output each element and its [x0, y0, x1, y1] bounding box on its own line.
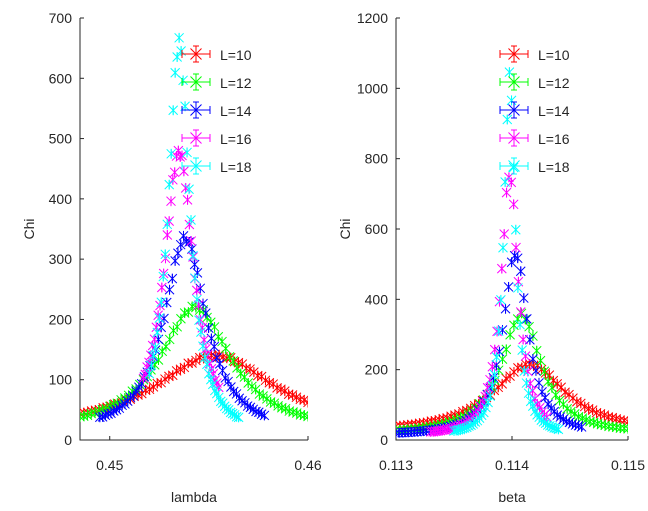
- y-tick-label: 200: [365, 362, 389, 378]
- y-tick-label: 1200: [357, 10, 388, 26]
- x-tick-label: 0.45: [96, 457, 123, 473]
- legend-label: L=18: [220, 159, 252, 175]
- y-tick-label: 700: [49, 10, 73, 26]
- legend-marker-5: [499, 157, 529, 175]
- legend-label: L=10: [538, 47, 570, 63]
- y-tick-label: 0: [380, 432, 388, 448]
- x-axis-label: beta: [498, 489, 525, 505]
- data-point-l10: [623, 416, 628, 427]
- legend-marker-2: [499, 73, 529, 91]
- legend-label: L=14: [538, 103, 570, 119]
- legend-marker-2: [181, 73, 211, 91]
- y-tick-label: 200: [49, 311, 73, 327]
- legend-label: L=18: [538, 159, 570, 175]
- y-tick-label: 500: [49, 131, 73, 147]
- legend: L=10 L=12 L=14 L=16 L=18: [181, 45, 252, 175]
- y-tick-label: 0: [64, 432, 72, 448]
- y-axis-label: Chi: [21, 218, 37, 239]
- data-point-l12: [623, 423, 628, 434]
- y-tick-label: 1000: [357, 80, 388, 96]
- data-point-l10: [303, 397, 308, 408]
- axes-lines: [79, 18, 308, 441]
- legend-marker-3: [499, 101, 529, 119]
- y-tick-label: 800: [365, 151, 389, 167]
- y-tick-label: 400: [49, 191, 73, 207]
- legend-label: L=10: [220, 47, 252, 63]
- legend-label: L=16: [220, 131, 252, 147]
- x-tick-label: 0.114: [495, 457, 529, 473]
- x-tick-label: 0.115: [611, 457, 645, 473]
- y-axis-label: Chi: [337, 218, 353, 239]
- y-tick-label: 400: [365, 291, 389, 307]
- x-tick-label: 0.46: [294, 457, 321, 473]
- chart-panel-1: 0 100 200 300 400 500 600 700 0.45 0.46 lambda Chi L…: [21, 10, 322, 505]
- axes-lines: [395, 18, 628, 441]
- legend-label: L=16: [538, 131, 570, 147]
- y-tick-label: 600: [365, 221, 389, 237]
- x-tick-label: 0.113: [379, 457, 413, 473]
- legend-label: L=12: [220, 75, 252, 91]
- data-markers: [396, 67, 628, 438]
- y-tick-label: 600: [49, 70, 73, 86]
- legend-marker-5: [181, 157, 211, 175]
- legend-label: L=14: [220, 103, 252, 119]
- y-tick-label: 300: [49, 251, 73, 267]
- legend-marker-3: [181, 101, 211, 119]
- y-tick-label: 100: [49, 372, 73, 388]
- legend-marker-1: [181, 45, 211, 63]
- x-axis-label: lambda: [171, 489, 217, 505]
- legend-marker-4: [181, 129, 211, 147]
- legend-marker-4: [499, 129, 529, 147]
- legend-marker-1: [499, 45, 529, 63]
- data-point-l12: [303, 411, 308, 422]
- data-markers: [80, 32, 308, 423]
- legend: L=10 L=12 L=14 L=16 L=18: [499, 45, 570, 175]
- legend-label: L=12: [538, 75, 570, 91]
- chart-panel-2: 0 200 400 600 800 1000 1200 0.113 0.114 0.115 beta…: [337, 10, 645, 505]
